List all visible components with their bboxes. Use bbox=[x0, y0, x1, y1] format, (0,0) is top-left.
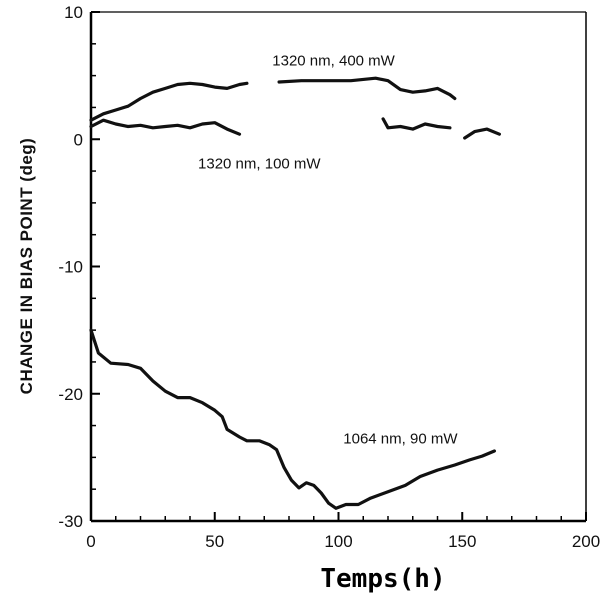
series-3 bbox=[89, 328, 496, 510]
series-layer bbox=[89, 76, 501, 510]
x-tick-label: 100 bbox=[324, 532, 352, 551]
x-tick-label: 0 bbox=[86, 532, 95, 551]
y-axis-title: CHANGE IN BIAS POINT (deg) bbox=[17, 138, 36, 395]
series-line bbox=[463, 127, 501, 140]
annotation-layer: 1320 nm, 400 mW 1320 nm, 100 mW 1064 nm, 9… bbox=[198, 52, 458, 447]
series-2 bbox=[89, 117, 501, 140]
y-tick-label: -20 bbox=[58, 385, 83, 404]
series-annotation: 1320 nm, 100 mW bbox=[198, 156, 321, 173]
tick-labels: 100-10-20-300 50 100 150 200 bbox=[58, 3, 600, 551]
series-line bbox=[89, 328, 496, 510]
series-annotation: 1064 nm, 90 mW bbox=[343, 430, 458, 447]
y-tick-label: -30 bbox=[58, 512, 83, 531]
series-1 bbox=[89, 76, 457, 122]
y-tick-label: 0 bbox=[74, 130, 83, 149]
axis-ticks bbox=[90, 11, 587, 522]
x-tick-label: 50 bbox=[205, 532, 224, 551]
y-tick-label: -10 bbox=[58, 258, 83, 277]
x-tick-label: 200 bbox=[572, 532, 600, 551]
series-line bbox=[89, 81, 249, 122]
series-line bbox=[89, 118, 242, 136]
series-line bbox=[277, 76, 457, 101]
series-annotation: 1320 nm, 400 mW bbox=[272, 52, 395, 69]
series-line bbox=[381, 117, 452, 131]
y-tick-label: 10 bbox=[64, 3, 83, 22]
x-tick-label: 150 bbox=[448, 532, 476, 551]
x-axis-title: Temps(h) bbox=[320, 564, 445, 594]
